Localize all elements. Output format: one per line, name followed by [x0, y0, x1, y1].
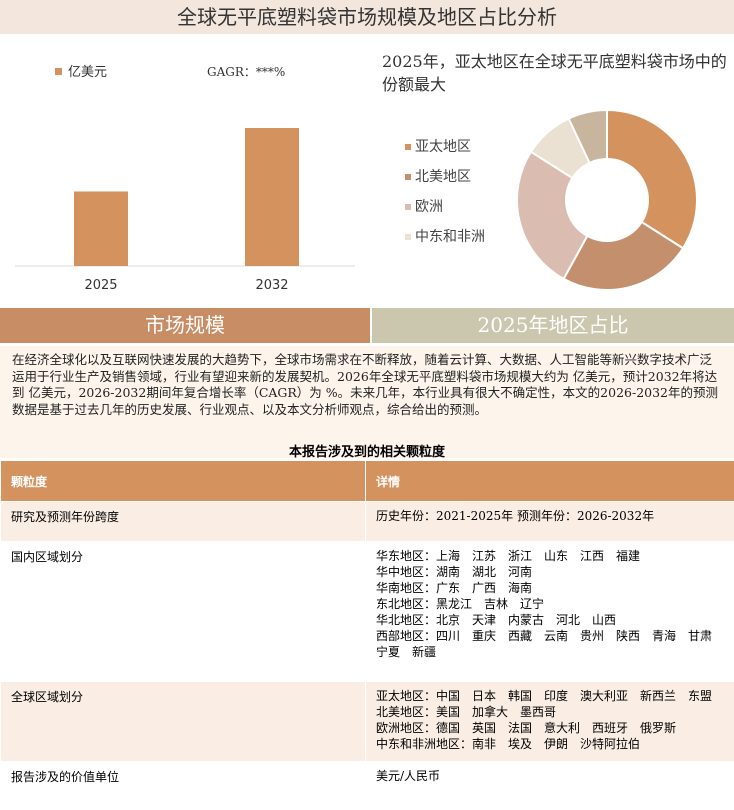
legend-swatch [405, 234, 411, 240]
cell-line: 华北地区：北京 天津 内蒙古 河北 山西 [376, 613, 617, 627]
cell: 报告涉及的价值单位 [0, 761, 366, 806]
paragraph: 在经济全球化以及互联网快速发展的大趋势下，全球市场需求在不断释放，随着云计算、大… [0, 346, 734, 458]
legend-entry: 中东和非洲 [405, 228, 485, 246]
table: 颗粒度 详情 研究及预测年份跨度 历史年份：2021-2025年 预测年份：2026… [0, 460, 734, 806]
cell: 全球区域划分 [0, 681, 366, 762]
legend-label: 欧洲 [415, 199, 443, 215]
legend-label: 北美地区 [415, 169, 471, 185]
table-row: 研究及预测年份跨度 历史年份：2021-2025年 预测年份：2026-2032年 [0, 501, 734, 542]
cell-line: 华东地区：上海 江苏 浙江 山东 江西 福建 [376, 549, 641, 563]
tab: 市场规模 [0, 308, 370, 343]
legend-entry: 亚太地区 [405, 138, 485, 156]
cell-line: 北美地区：美国 加拿大 墨西哥 [376, 705, 557, 719]
cell-line: 亚太地区：中国 日本 韩国 印度 澳大利亚 新西兰 东盟 [376, 689, 713, 703]
x-tick-label: 2025 [84, 278, 117, 293]
cell-line: 历史年份：2021-2025年 预测年份：2026-2032年 [376, 509, 655, 523]
pie-title: 2025年，亚太地区在全球无平底塑料袋市场中的份额最大 [382, 52, 727, 94]
legend-swatch [405, 144, 411, 150]
legend-swatch [405, 174, 411, 180]
legend-entry: 北美地区 [405, 168, 485, 186]
cell-line: 华中地区：湖南 湖北 河南 [376, 565, 533, 579]
cell-line: 西部地区：四川 重庆 西藏 云南 贵州 陕西 青海 甘肃 宁夏 新疆 [376, 629, 725, 659]
cell-line: 华南地区：广东 广西 海南 [376, 581, 533, 595]
legend-swatch [55, 68, 62, 75]
tab: 2025年地区占比 [372, 308, 734, 343]
cell-line: 美元/人民币 [376, 769, 441, 783]
cell-line: 东北地区：黑龙江 吉林 辽宁 [376, 597, 545, 611]
table-row: 全球区域划分 亚太地区：中国 日本 韩国 印度 澳大利亚 新西兰 东盟 北美地区：美… [0, 681, 734, 762]
header-cell: 颗粒度 [0, 460, 366, 502]
pie-legend: 亚太地区北美地区欧洲中东和非洲 [405, 138, 485, 258]
cell-line: 中东和非洲地区：南非 埃及 伊朗 沙特阿拉伯 [376, 737, 641, 751]
pie-slice [562, 198, 685, 291]
title: 全球无平底塑料袋市场规模及地区占比分析 [0, 0, 734, 34]
cell: 国内区域划分 [0, 541, 366, 682]
table-title: 本报告涉及到的相关颗粒度 [288, 445, 445, 460]
legend-label: 亿美元 [68, 65, 107, 80]
header-cell: 详情 [365, 460, 734, 502]
cell: 历史年份：2021-2025年 预测年份：2026-2032年 [365, 501, 734, 542]
legend-entry: 欧洲 [405, 198, 485, 216]
legend-label: 亚太地区 [415, 139, 471, 155]
x-tick-label: 2032 [255, 278, 288, 293]
table-row: 报告涉及的价值单位 美元/人民币 [0, 761, 734, 806]
cell-line: 欧洲地区：德国 英国 法国 意大利 西班牙 俄罗斯 [376, 721, 677, 735]
bar [245, 128, 299, 266]
table-row: 国内区域划分 华东地区：上海 江苏 浙江 山东 江西 福建 华中地区：湖南 湖北 河… [0, 541, 734, 682]
cell: 华东地区：上海 江苏 浙江 山东 江西 福建 华中地区：湖南 湖北 河南 华南地区：… [365, 541, 734, 682]
charts: 亿美元 GAGR：***% 2025 2032 [15, 65, 698, 293]
bar [74, 191, 128, 266]
legend-label: 中东和非洲 [415, 229, 485, 245]
pie-hole [565, 158, 649, 242]
cell: 美元/人民币 [365, 761, 734, 806]
cell: 研究及预测年份跨度 [0, 501, 366, 542]
cell: 亚太地区：中国 日本 韩国 印度 澳大利亚 新西兰 东盟 北美地区：美国 加拿大 … [365, 681, 734, 762]
pie-slice [516, 150, 609, 281]
annotation: GAGR：***% [207, 65, 285, 79]
legend-swatch [405, 204, 411, 210]
